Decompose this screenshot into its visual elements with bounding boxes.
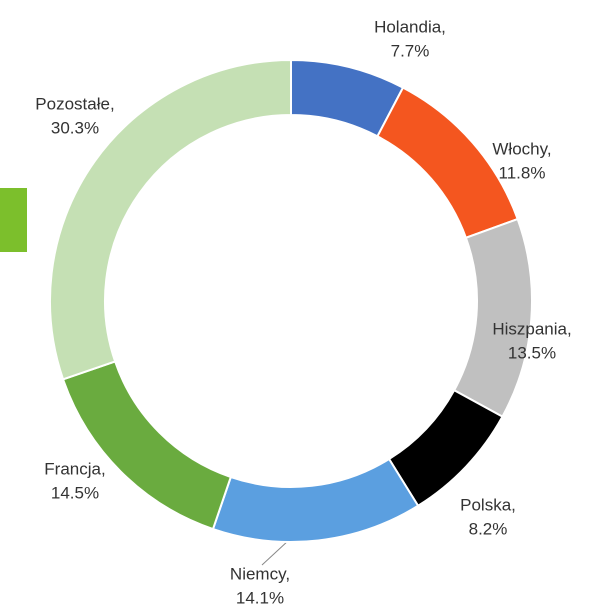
donut-slice	[376, 86, 519, 240]
slice-value-label: 14.1%	[236, 588, 284, 606]
slice-value-label: 11.8%	[499, 163, 546, 182]
side-tab	[0, 188, 27, 252]
donut-slice	[61, 360, 233, 531]
donut-slice	[49, 58, 292, 381]
slice-value-label: 14.5%	[51, 483, 99, 502]
donut-slice	[452, 217, 533, 419]
slice-value-label: 30.3%	[51, 118, 99, 137]
slice-value-label: 13.5%	[508, 343, 556, 362]
slice-label: Polska,	[460, 495, 516, 514]
slice-label: Francja,	[44, 459, 105, 478]
slice-label: Włochy,	[492, 139, 551, 158]
slice-label: Holandia,	[374, 17, 446, 36]
slice-value-label: 8.2%	[469, 519, 508, 538]
slice-value-label: 7.7%	[391, 41, 430, 60]
donut-slice	[211, 457, 420, 543]
slice-label: Pozostałe,	[35, 94, 114, 113]
slice-label: Niemcy,	[230, 564, 290, 583]
slice-label: Hiszpania,	[492, 319, 571, 338]
